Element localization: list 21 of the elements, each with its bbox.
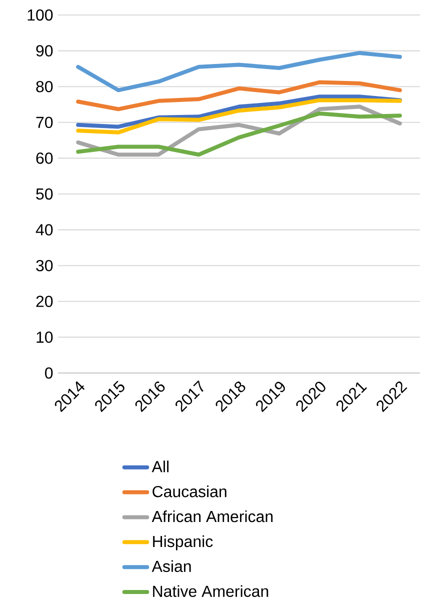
y-tick-label: 40 bbox=[36, 224, 53, 236]
y-tick-label: 80 bbox=[36, 80, 53, 92]
legend-label: All bbox=[152, 460, 168, 472]
y-tick-label: 100 bbox=[28, 9, 53, 21]
line-series bbox=[76, 98, 402, 134]
line-series bbox=[76, 94, 402, 129]
y-tick-label: 70 bbox=[36, 116, 53, 128]
legend-label: African American bbox=[152, 510, 273, 522]
legend-label: Native American bbox=[153, 585, 268, 597]
y-tick-label: 10 bbox=[36, 332, 53, 343]
y-tick-label: 30 bbox=[36, 260, 53, 272]
legend-label: Hispanic bbox=[153, 535, 213, 550]
y-tick-label: 60 bbox=[36, 152, 53, 164]
y-tick-label: 0 bbox=[45, 367, 53, 379]
legend-label: Caucasian bbox=[152, 486, 226, 498]
y-tick-label: 20 bbox=[36, 296, 53, 308]
y-tick-label: 90 bbox=[36, 45, 53, 56]
line-series bbox=[76, 50, 402, 92]
y-tick-label: 50 bbox=[36, 188, 53, 200]
line-series bbox=[76, 80, 402, 112]
legend-label: Asian bbox=[152, 560, 191, 572]
